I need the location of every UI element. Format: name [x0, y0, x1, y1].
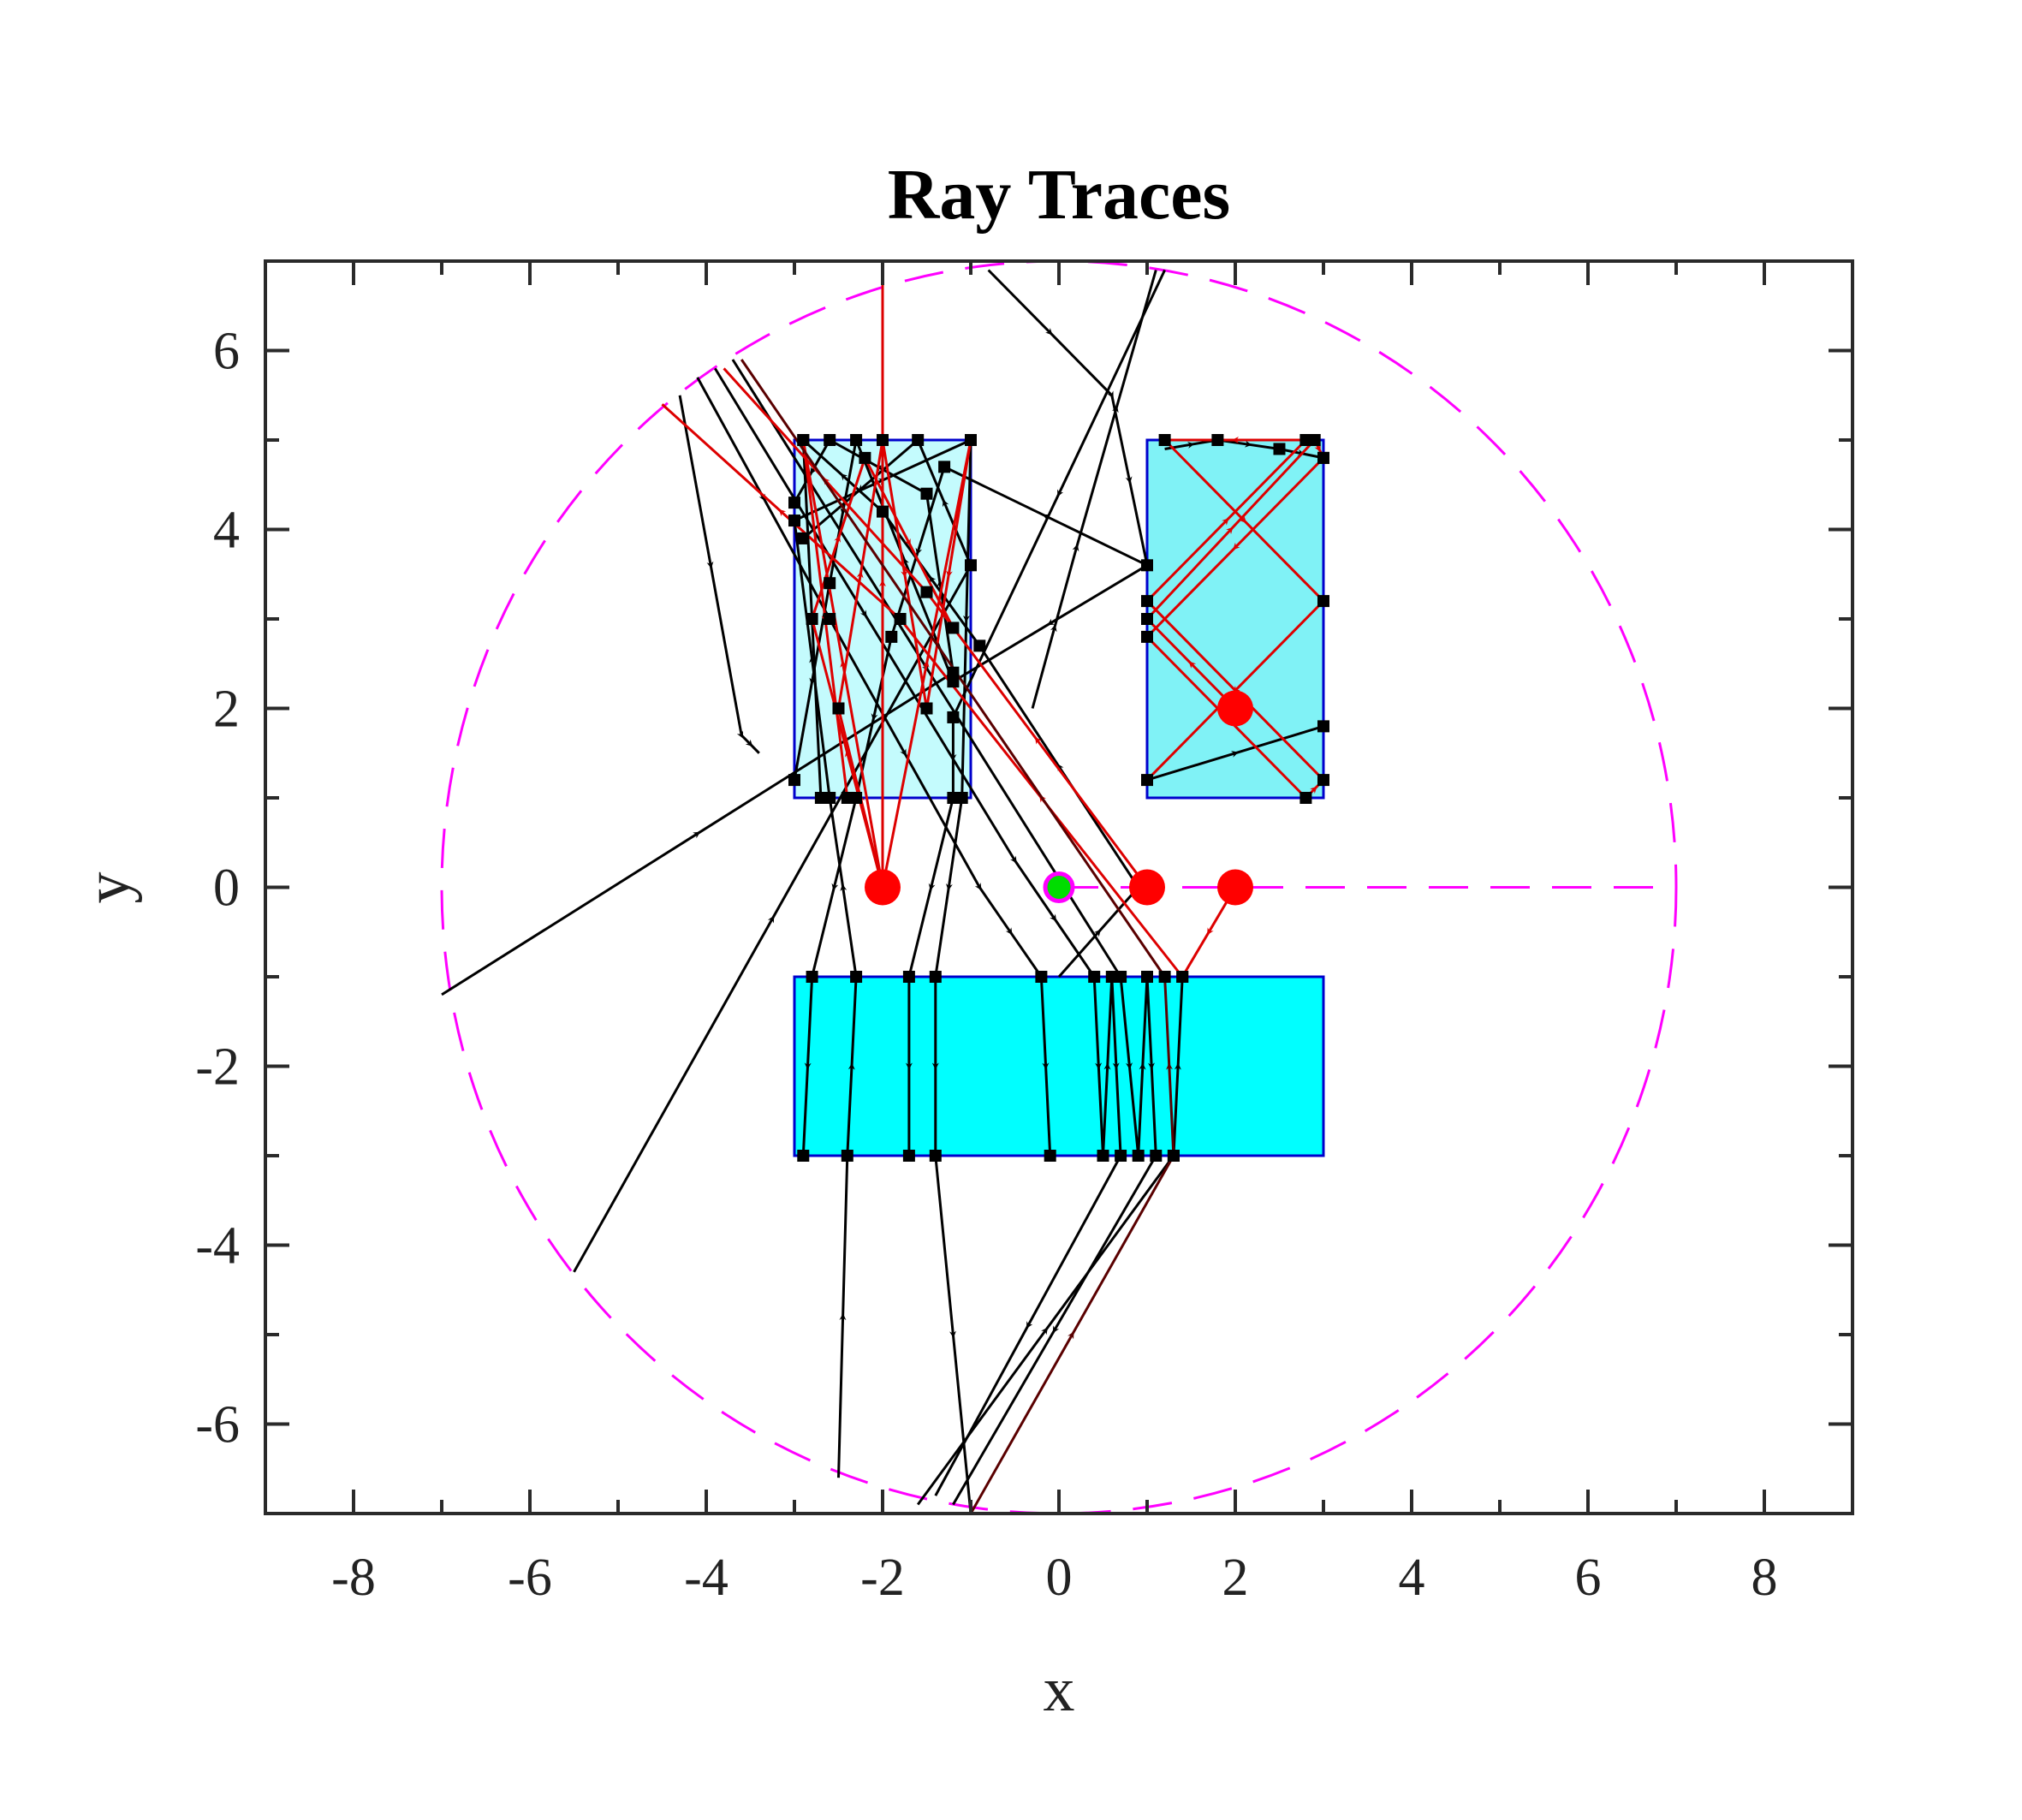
interaction-node — [947, 711, 960, 723]
interaction-node — [824, 434, 836, 446]
interaction-node — [1273, 443, 1286, 455]
interaction-node — [920, 487, 933, 500]
y-axis-label: y — [73, 872, 143, 904]
interaction-node — [1115, 1150, 1127, 1162]
interaction-node — [965, 559, 977, 572]
interaction-node — [1141, 630, 1153, 643]
y-tick-label: 4 — [213, 502, 240, 560]
interaction-node — [1044, 1150, 1056, 1162]
interaction-node — [1317, 774, 1329, 787]
x-tick-label: -8 — [331, 1549, 376, 1607]
interaction-node — [1141, 595, 1153, 608]
interaction-node — [797, 1150, 810, 1162]
interaction-node — [929, 1150, 942, 1162]
interaction-node — [1035, 971, 1048, 983]
interaction-node — [1141, 774, 1153, 787]
interaction-node — [850, 434, 863, 446]
interaction-node — [973, 639, 986, 652]
interaction-node — [841, 1150, 853, 1162]
interaction-node — [824, 613, 836, 625]
interaction-node — [824, 577, 836, 590]
scatterer-lower — [793, 975, 1325, 1157]
interaction-node — [1176, 971, 1189, 983]
interaction-node — [1299, 792, 1312, 804]
interaction-node — [788, 774, 800, 787]
interaction-node — [1141, 613, 1153, 625]
ray-25 — [1143, 435, 1328, 802]
interaction-node — [885, 630, 898, 643]
x-tick-label: 2 — [1222, 1549, 1249, 1607]
y-tick-label: -6 — [195, 1396, 240, 1454]
interaction-node — [806, 613, 818, 625]
interaction-node — [850, 971, 863, 983]
interaction-node — [1299, 434, 1312, 446]
interaction-node — [894, 613, 907, 625]
interaction-node — [965, 434, 977, 446]
y-tick-label: 2 — [213, 681, 240, 739]
x-tick-label: 6 — [1575, 1549, 1602, 1607]
interaction-node — [902, 1150, 915, 1162]
interaction-node — [1317, 451, 1329, 464]
y-tick-label: -4 — [195, 1217, 240, 1276]
source-marker-3 — [1217, 869, 1253, 906]
interaction-node — [1150, 1150, 1163, 1162]
interaction-node — [1132, 1150, 1145, 1162]
interaction-node — [947, 622, 960, 634]
interaction-node — [797, 434, 810, 446]
interaction-node — [1158, 434, 1171, 446]
source-marker-2 — [1129, 869, 1165, 906]
interaction-node — [832, 702, 845, 715]
ray-3 — [678, 395, 760, 754]
scatterer-upper-right — [1145, 438, 1325, 800]
interaction-node — [877, 434, 889, 446]
x-tick-label: -6 — [508, 1549, 552, 1607]
x-axis-label: x — [1044, 1655, 1075, 1725]
source-marker-4 — [1217, 690, 1253, 727]
interaction-node — [1088, 971, 1101, 983]
interaction-node — [1317, 720, 1329, 733]
interaction-node — [947, 792, 960, 804]
interaction-node — [1097, 1150, 1109, 1162]
interaction-node — [912, 434, 925, 446]
interaction-node — [806, 971, 818, 983]
x-tick-label: 4 — [1399, 1549, 1425, 1607]
ray-8 — [1031, 270, 1157, 709]
y-tick-label: 6 — [213, 323, 240, 381]
interaction-node — [902, 971, 915, 983]
interaction-node — [920, 586, 933, 598]
chart-title: Ray Traces — [888, 155, 1230, 235]
interaction-node — [1167, 1150, 1180, 1162]
interaction-node — [1141, 971, 1153, 983]
receiver-marker — [1043, 871, 1075, 903]
y-tick-label: -2 — [195, 1038, 240, 1097]
interaction-node — [929, 971, 942, 983]
interaction-node — [947, 675, 960, 688]
interaction-node — [814, 792, 827, 804]
interaction-node — [788, 514, 800, 527]
interaction-node — [788, 497, 800, 509]
interaction-node — [1115, 971, 1127, 983]
x-tick-label: 0 — [1046, 1549, 1073, 1607]
x-tick-label: -4 — [684, 1549, 729, 1607]
x-tick-label: -2 — [860, 1549, 905, 1607]
x-tick-label: 8 — [1751, 1549, 1778, 1607]
interaction-node — [877, 505, 889, 518]
y-tick-label: 0 — [213, 859, 240, 918]
interaction-node — [920, 702, 933, 715]
interaction-node — [841, 792, 853, 804]
interaction-node — [1141, 559, 1153, 572]
source-marker-1 — [865, 869, 901, 906]
interaction-node — [1317, 595, 1329, 608]
interaction-node — [938, 461, 951, 473]
interaction-node — [1158, 971, 1171, 983]
interaction-node — [797, 532, 810, 544]
interaction-node — [1211, 434, 1224, 446]
interaction-node — [859, 451, 871, 464]
